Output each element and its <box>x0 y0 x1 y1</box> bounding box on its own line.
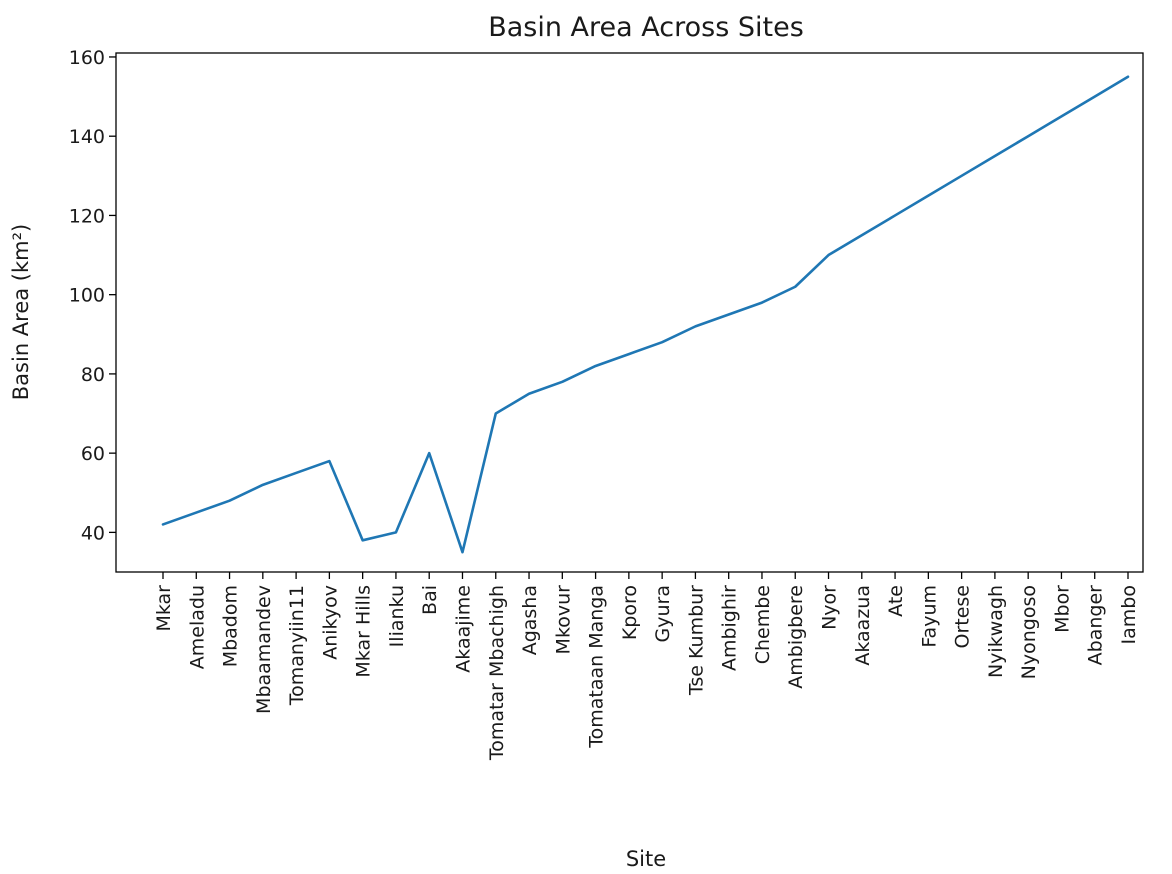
y-axis-label: Basin Area (km²) <box>9 224 33 400</box>
x-tick-label: Ortese <box>952 585 974 649</box>
x-tick-label: Mkar <box>153 585 175 632</box>
x-tick-label: Chembe <box>752 585 774 664</box>
x-tick-label: Akaazua <box>852 585 874 666</box>
chart-title: Basin Area Across Sites <box>488 12 804 43</box>
x-tick-label: Tomatar Mbachigh <box>486 585 508 761</box>
x-tick-label: Tomanyiin11 <box>286 585 308 706</box>
x-axis-ticks: Mkar Ameladu Mbadom Mbaamandev Tomanyiin11 An… <box>153 572 1140 761</box>
x-tick-label: Mbaamandev <box>253 585 275 714</box>
y-tick-label: 160 <box>69 47 105 69</box>
x-tick-label: Anikyov <box>319 585 341 660</box>
x-tick-label: Kporo <box>619 585 641 640</box>
y-tick-label: 100 <box>69 285 105 307</box>
x-tick-label: Nyongoso <box>1018 585 1040 679</box>
y-tick-label: 40 <box>81 522 105 544</box>
x-tick-label: Mkar Hills <box>353 585 375 678</box>
y-tick-label: 60 <box>81 443 105 465</box>
x-tick-label: Bai <box>419 585 441 615</box>
x-tick-label: Ambigbere <box>785 585 807 689</box>
x-tick-label: Gyura <box>652 585 674 642</box>
x-axis-label: Site <box>626 847 666 871</box>
y-tick-label: 80 <box>81 364 105 386</box>
x-tick-label: Abanger <box>1085 585 1107 665</box>
x-tick-label: Nyor <box>819 585 841 630</box>
x-tick-label: Iambo <box>1118 585 1140 644</box>
y-tick-label: 140 <box>69 126 105 148</box>
x-tick-label: Nyikwagh <box>985 585 1007 678</box>
x-tick-label: Tomataan Manga <box>586 585 608 749</box>
x-tick-label: Tse Kumbur <box>685 585 707 696</box>
x-tick-label: Mkovur <box>552 585 574 655</box>
x-tick-label: Mbor <box>1051 585 1073 633</box>
x-tick-label: Ilianku <box>386 585 408 647</box>
x-tick-label: Agasha <box>519 585 541 655</box>
plot-frame <box>115 52 1144 573</box>
y-tick-label: 120 <box>69 205 105 227</box>
y-axis-ticks: 40 60 80 100 120 140 160 <box>69 47 116 544</box>
x-tick-label: Ate <box>885 585 907 617</box>
series-line <box>161 75 1130 554</box>
x-tick-label: Mbadom <box>220 585 242 667</box>
x-tick-label: Fayum <box>918 585 940 648</box>
x-tick-label: Ameladu <box>186 585 208 669</box>
x-tick-label: Ambighir <box>719 585 741 671</box>
x-tick-label: Akaajime <box>452 585 474 673</box>
